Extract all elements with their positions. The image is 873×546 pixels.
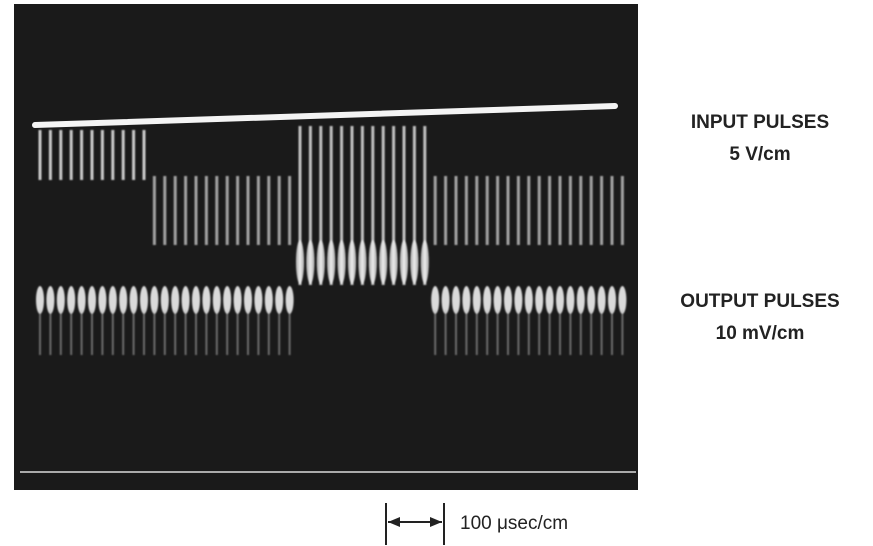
pulse-trace — [400, 240, 408, 284]
pulse-trace — [545, 286, 554, 314]
time-scale-marker — [385, 503, 445, 545]
pulse-trace — [223, 286, 232, 314]
pulse-trace — [77, 286, 86, 314]
pulse-trace — [192, 286, 200, 314]
pulse-trace — [420, 240, 429, 284]
pulse-trace — [67, 286, 76, 314]
input-title: INPUT PULSES — [691, 112, 829, 133]
pulse-trace — [119, 286, 128, 314]
pulse-trace — [597, 286, 606, 314]
pulse-trace — [212, 286, 221, 314]
pulse-trace — [493, 286, 502, 314]
pulse-trace — [389, 240, 398, 284]
pulse-trace — [108, 286, 117, 314]
pulse-trace — [452, 286, 460, 314]
pulse-trace — [171, 286, 180, 314]
pulse-trace — [576, 286, 585, 314]
pulse-trace — [150, 286, 159, 314]
pulse-trace — [306, 240, 315, 284]
pulse-trace — [46, 286, 55, 314]
pulse-trace — [504, 286, 512, 314]
pulse-trace — [275, 286, 284, 314]
pulse-trace — [431, 286, 440, 314]
pulse-trace — [56, 286, 65, 314]
pulse-trace — [36, 286, 44, 314]
pulse-trace — [566, 286, 575, 314]
pulse-trace — [410, 240, 419, 284]
pulse-trace — [254, 286, 263, 314]
pulse-trace — [98, 286, 107, 314]
pulse-trace — [264, 286, 273, 314]
pulse-trace — [524, 286, 533, 314]
pulse-trace — [233, 286, 242, 314]
pulse-trace — [348, 240, 356, 284]
pulse-trace — [535, 286, 544, 314]
pulse-trace — [379, 240, 388, 284]
pulse-trace — [285, 286, 294, 314]
pulse-trace — [181, 286, 190, 314]
pulse-trace — [129, 286, 138, 314]
baseline-trace — [32, 103, 618, 128]
pulse-trace — [160, 286, 169, 314]
pulse-trace — [462, 286, 471, 314]
pulse-trace — [244, 286, 252, 314]
oscilloscope-photo — [14, 4, 638, 490]
pulse-trace — [337, 240, 346, 284]
pulse-trace — [88, 286, 96, 314]
pulse-trace — [483, 286, 492, 314]
pulse-trace — [140, 286, 148, 314]
pulse-trace — [608, 286, 616, 314]
pulse-trace — [441, 286, 450, 314]
output-scale: 10 mV/cm — [716, 323, 805, 344]
input-scale: 5 V/cm — [729, 144, 790, 165]
time-scale: 100 μsec/cm — [460, 513, 568, 534]
pulse-trace — [296, 240, 304, 284]
output-title: OUTPUT PULSES — [680, 291, 839, 312]
pulse-trace — [327, 240, 336, 284]
pulse-trace — [618, 286, 627, 314]
pulse-trace — [368, 240, 377, 284]
pulse-trace — [472, 286, 481, 314]
pulse-trace — [316, 240, 325, 284]
pulse-trace — [556, 286, 564, 314]
traces — [36, 126, 627, 355]
pulse-trace — [358, 240, 367, 284]
pulse-trace — [587, 286, 596, 314]
pulse-trace — [202, 286, 211, 314]
pulse-trace — [514, 286, 523, 314]
